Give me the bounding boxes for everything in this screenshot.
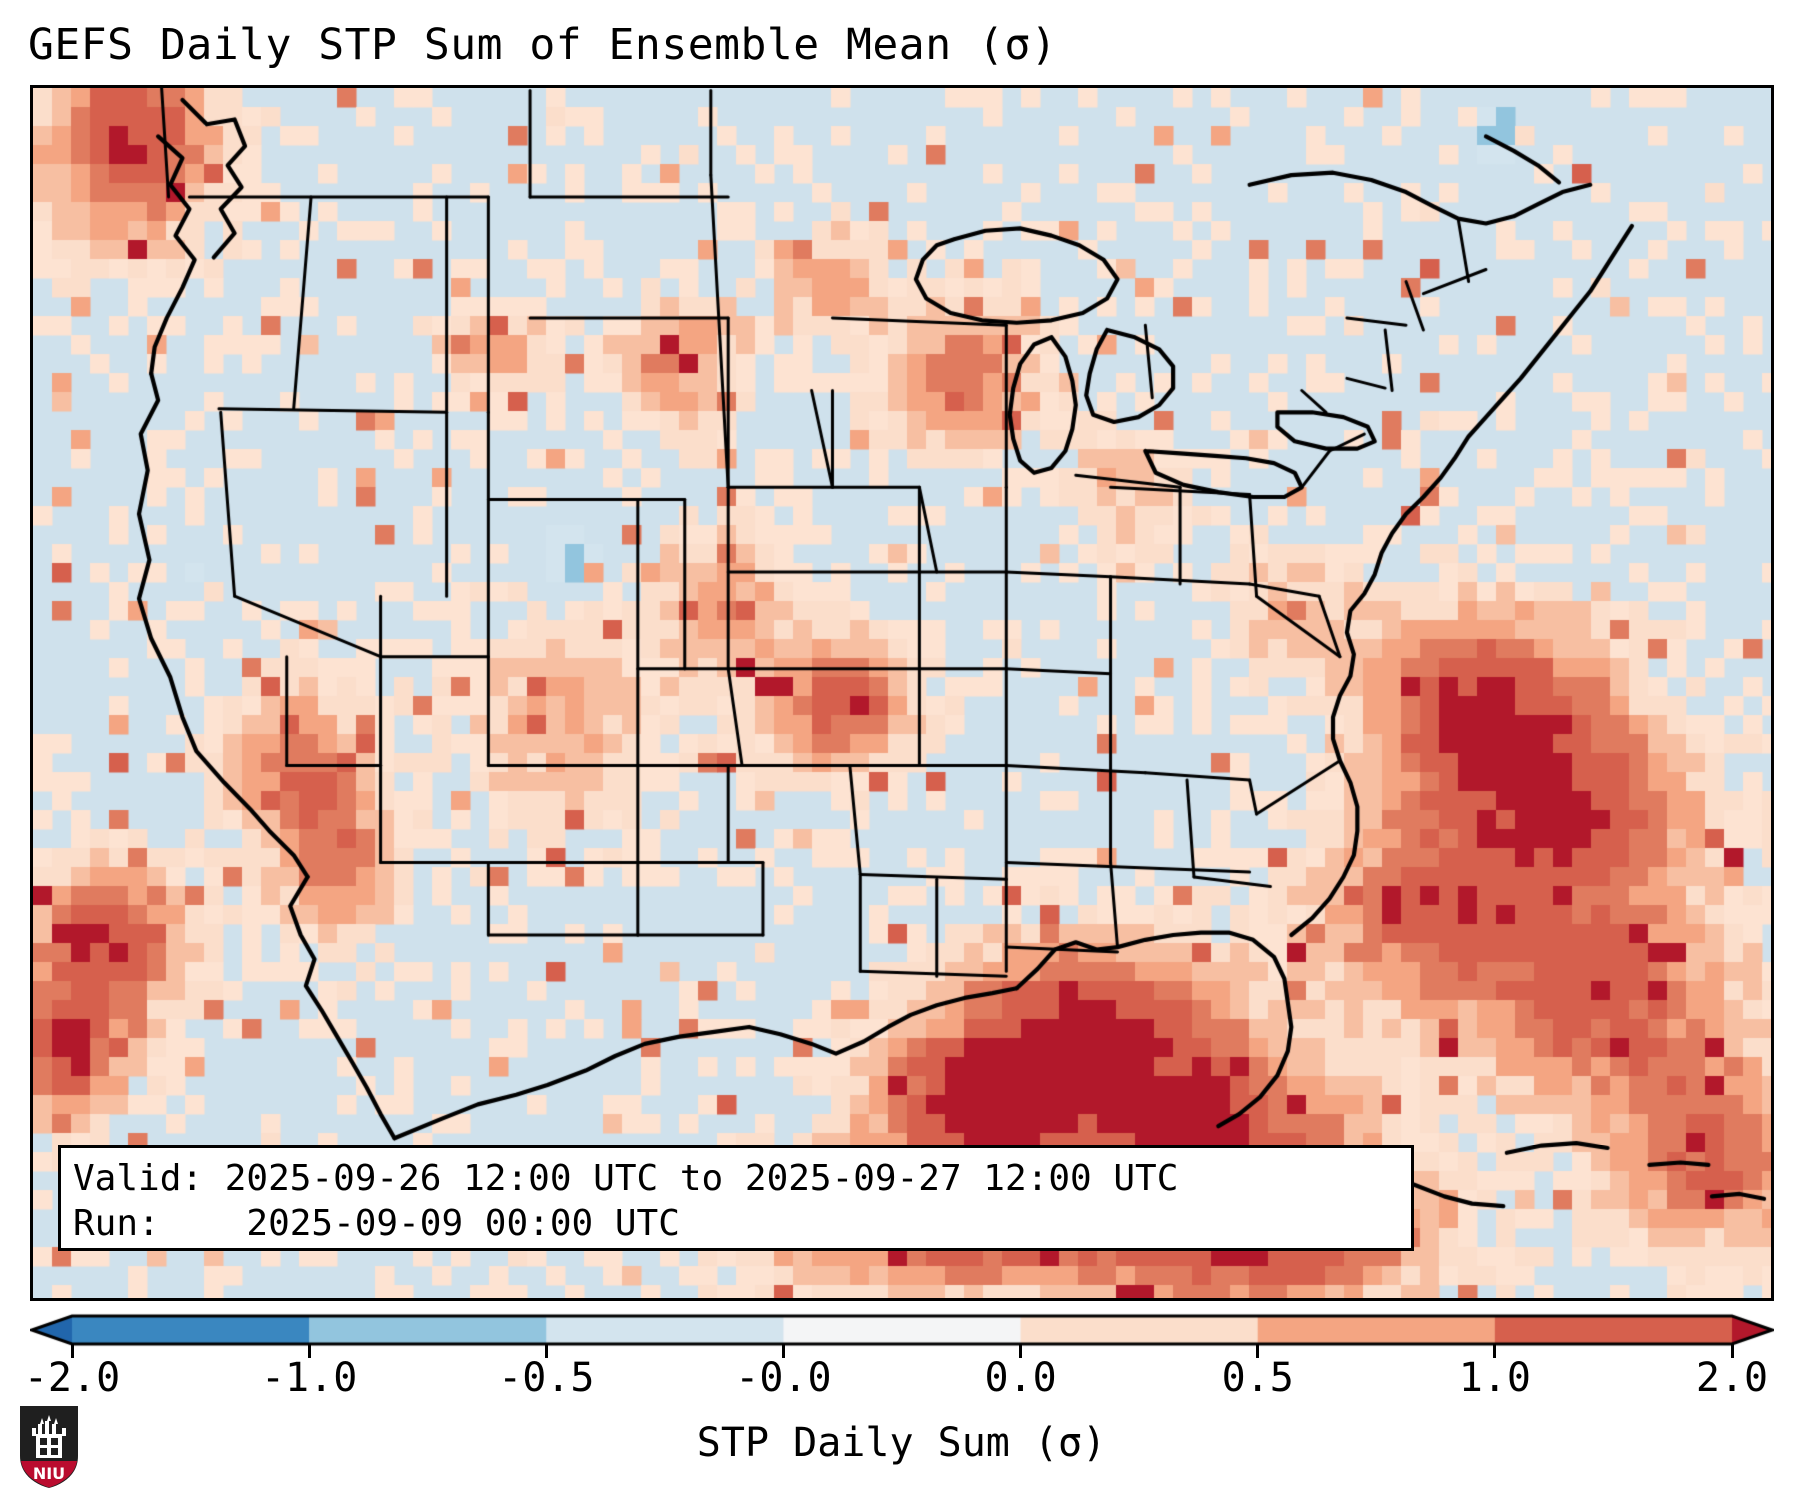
colorbar-tick [307,1344,311,1358]
colorbar-tick-label: -1.0 [260,1355,358,1401]
map-axes[interactable] [30,85,1774,1301]
run-time-text: Run: 2025-09-09 00:00 UTC [73,1203,680,1244]
colorbar-tick [1493,1344,1497,1358]
niu-logo-text: NIU [33,1464,65,1483]
colorbar-tick-label: 1.0 [1458,1355,1531,1401]
colorbar-tick [781,1344,785,1358]
colorbar-tick [1730,1344,1734,1358]
colorbar-tick-label: 0.5 [1221,1355,1294,1401]
colorbar-tick-label: 2.0 [1695,1355,1769,1401]
colorbar-tick-label: -0.5 [498,1355,595,1401]
colorbar-tick [70,1344,74,1358]
forecast-info-box: Valid: 2025-09-26 12:00 UTC to 2025-09-2… [58,1145,1414,1251]
colorbar [30,1310,1774,1356]
colorbar-canvas [30,1310,1774,1356]
colorbar-tick [1019,1344,1023,1358]
map-heatmap-canvas[interactable] [33,88,1771,1298]
colorbar-tick [1256,1344,1260,1358]
colorbar-tick-label: -2.0 [23,1355,121,1401]
niu-shield-icon: NIU [20,1406,78,1488]
niu-logo: NIU [18,1404,80,1490]
valid-time-text: Valid: 2025-09-26 12:00 UTC to 2025-09-2… [73,1158,1179,1199]
colorbar-tick-label: 0.0 [984,1355,1057,1401]
colorbar-tick [544,1344,548,1358]
colorbar-axis-label: STP Daily Sum (σ) [696,1420,1107,1466]
page-title: GEFS Daily STP Sum of Ensemble Mean (σ) [28,20,1058,70]
colorbar-ticks [30,1344,1774,1358]
colorbar-tick-label: -0.0 [735,1355,832,1401]
colorbar-tick-labels: -2.0 -1.0 -0.5 -0.0 0.0 0.5 1.0 2.0 [24,1354,1774,1404]
